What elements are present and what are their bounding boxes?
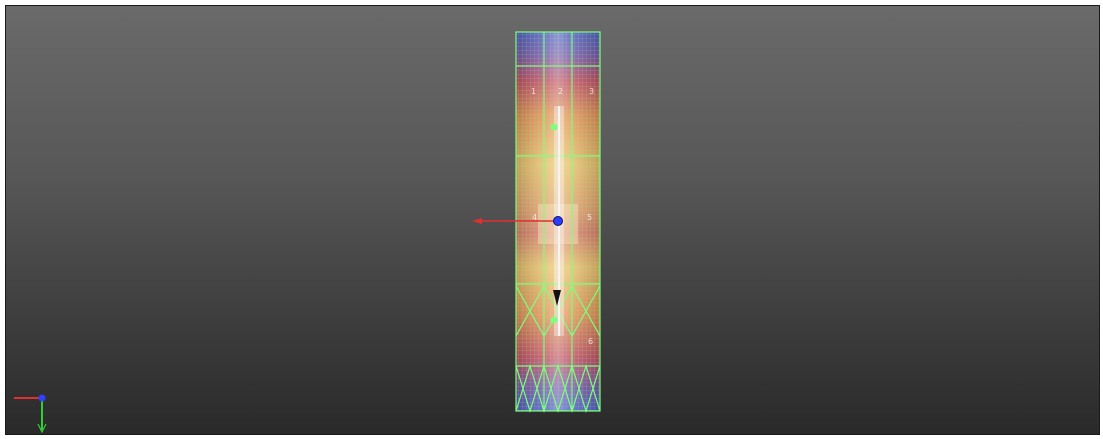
- 3d-viewport[interactable]: 1 2 3 4 5 6: [5, 5, 1100, 435]
- triad-y-arrow: [37, 423, 47, 434]
- node-label: 5: [587, 213, 592, 222]
- arrow-head: [553, 290, 561, 306]
- scene-canvas[interactable]: 1 2 3 4 5 6: [6, 6, 1100, 435]
- gizmo-x-arrowhead: [472, 218, 482, 224]
- node-label: 4: [532, 213, 537, 222]
- gizmo-center[interactable]: [553, 216, 563, 226]
- node-point[interactable]: [550, 123, 558, 131]
- node-point[interactable]: [550, 316, 558, 324]
- transform-gizmo[interactable]: [472, 216, 563, 226]
- node-label: 6: [588, 337, 593, 346]
- node-label: 3: [589, 87, 594, 96]
- node-label: 2: [558, 87, 563, 96]
- node-label: 1: [531, 87, 536, 96]
- triad-z-axis: [38, 394, 46, 402]
- axis-triad: [14, 394, 47, 434]
- load-arrow[interactable]: [553, 290, 561, 306]
